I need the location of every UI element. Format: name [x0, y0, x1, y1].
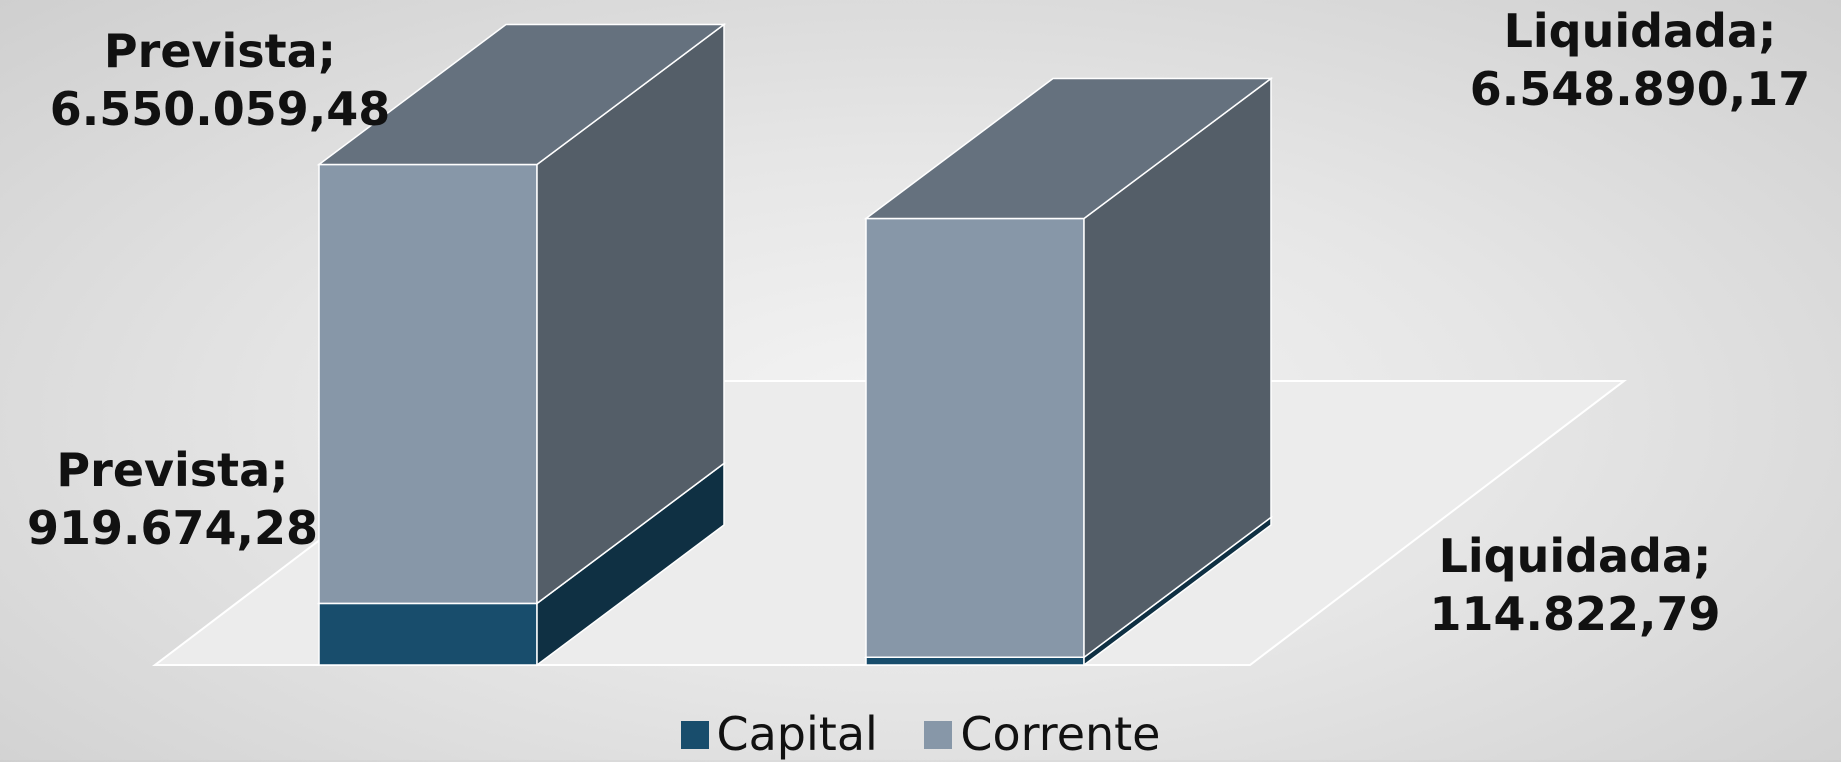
- bar-liquidada-capital-front: [865, 656, 1085, 666]
- legend-swatch-capital: [680, 721, 709, 749]
- bar-liquidada-corrente-top: [863, 77, 1274, 220]
- legend-item-corrente: Corrente: [924, 706, 1160, 762]
- legend-label-capital: Capital: [716, 707, 878, 761]
- data-label-prevista-capital: Prevista; 919.674,28: [26, 443, 318, 555]
- legend-label-corrente: Corrente: [960, 707, 1161, 761]
- data-label-liquidada-corrente: Liquidada; 6.548.890,17: [1469, 4, 1811, 116]
- bar-prevista-capital-front: [318, 602, 538, 666]
- bar-liquidada-corrente-front: [865, 217, 1085, 659]
- legend-swatch-corrente: [924, 721, 953, 749]
- chart-legend: Capital Corrente: [0, 706, 1841, 762]
- data-label-prevista-corrente: Prevista; 6.550.059,48: [49, 24, 391, 136]
- bar-prevista-corrente-front: [318, 163, 538, 605]
- bar-prevista-corrente-top: [316, 23, 727, 166]
- legend-item-capital: Capital: [680, 706, 878, 762]
- data-label-liquidada-capital: Liquidada; 114.822,79: [1429, 529, 1721, 641]
